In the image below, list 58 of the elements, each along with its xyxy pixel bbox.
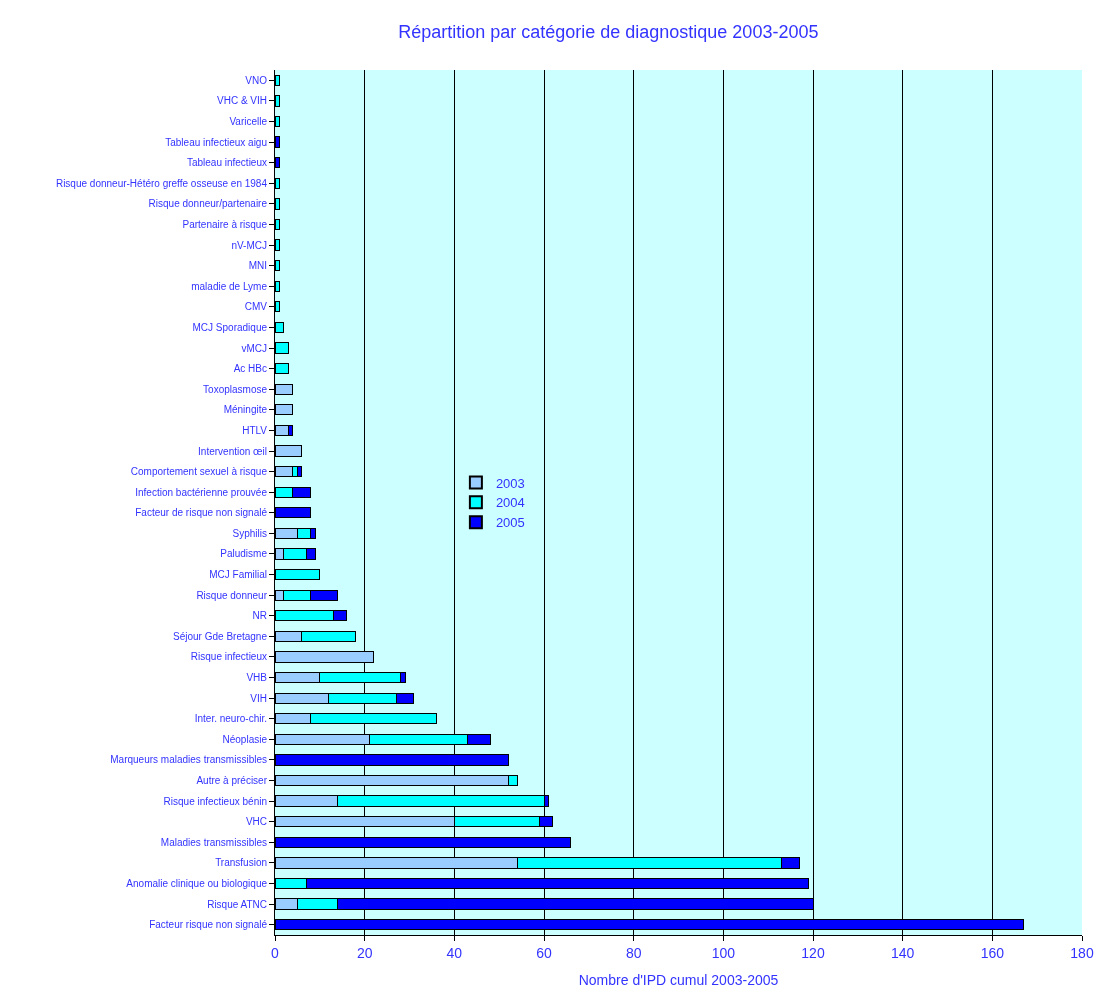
y-tick-label: VHC & VIH <box>216 95 267 107</box>
x-tick-label: 140 <box>890 944 915 961</box>
y-tick-label: VNO <box>245 74 268 86</box>
y-tick-label: Toxoplasmose <box>203 383 268 395</box>
y-tick-label: Paludisme <box>220 548 268 560</box>
y-tick-label: Facteur de risque non signalé <box>135 507 268 519</box>
y-tick-label: VHC <box>245 816 267 828</box>
y-tick-label: Séjour Gde Bretagne <box>173 630 268 642</box>
y-tick-label: CMV <box>244 301 268 313</box>
y-tick-label: Transfusion <box>215 857 267 869</box>
y-tick-label: vMCJ <box>241 342 267 354</box>
y-tick-label: Risque ATNC <box>207 898 267 910</box>
y-tick-label: Infection bactérienne prouvée <box>135 486 268 498</box>
y-tick-label: MNI <box>248 260 267 272</box>
y-tick-label: Anomalie clinique ou biologique <box>126 878 268 890</box>
x-tick-label: 60 <box>536 944 552 961</box>
y-tick-label: Inter. neuro-chir. <box>194 713 267 725</box>
y-tick-label: Risque donneur <box>196 589 268 601</box>
chart-title: Répartition par catégorie de diagnostique 2003-2005 <box>398 21 819 42</box>
y-tick-label: Risque infectieux <box>190 651 267 663</box>
x-tick-label: 120 <box>801 944 825 961</box>
y-tick-label: NR <box>252 610 267 622</box>
y-tick-label: Comportement sexuel à risque <box>130 466 268 478</box>
y-tick-label: MCJ Sporadique <box>192 321 268 333</box>
y-tick-label: Risque donneur-Hétéro greffe osseuse en 1984 <box>55 177 268 189</box>
x-tick-label: 160 <box>980 944 1005 961</box>
y-tick-label: Risque infectieux bénin <box>163 795 267 807</box>
x-tick-label: 20 <box>356 944 373 961</box>
y-tick-label: Intervention œil <box>198 445 267 457</box>
y-tick-label: Varicelle <box>229 115 268 127</box>
x-tick-label: 0 <box>271 944 280 961</box>
x-tick-label: 80 <box>625 944 642 961</box>
y-tick-label: VHB <box>246 672 268 684</box>
y-tick-label: Ac HBc <box>233 363 267 375</box>
y-tick-label: nV-MCJ <box>231 239 267 251</box>
y-tick-label: MCJ Familial <box>209 569 267 581</box>
y-tick-label: Autre à préciser <box>196 775 268 787</box>
bar <box>296 465 303 478</box>
legend-label: 2004 <box>495 495 525 511</box>
x-axis-title: Nombre d'IPD cumul 2003-2005 <box>578 972 779 989</box>
y-tick-label: Tableau infectieux aigu <box>165 136 267 148</box>
x-tick-label: 180 <box>1070 944 1094 961</box>
legend-label: 2003 <box>495 475 525 491</box>
y-tick-label: Marqueurs maladies transmissibles <box>110 754 267 766</box>
y-tick-label: Partenaire à risque <box>182 218 268 230</box>
y-tick-label: Maladies transmissibles <box>160 836 267 848</box>
x-tick-label: 100 <box>711 944 736 961</box>
y-tick-label: Risque donneur/partenaire <box>148 198 268 210</box>
y-tick-label: Néoplasie <box>222 733 268 745</box>
y-tick-label: maladie de Lyme <box>191 280 268 292</box>
y-tick-label: Méningite <box>223 404 268 416</box>
y-tick-label: Tableau infectieux <box>186 157 267 169</box>
y-tick-label: Facteur risque non signalé <box>149 919 268 931</box>
y-tick-label: Syphilis <box>232 527 267 539</box>
y-tick-label: HTLV <box>242 424 268 436</box>
y-tick-label: VIH <box>250 692 267 704</box>
legend-label: 2005 <box>495 515 525 531</box>
x-tick-label: 40 <box>446 944 463 961</box>
